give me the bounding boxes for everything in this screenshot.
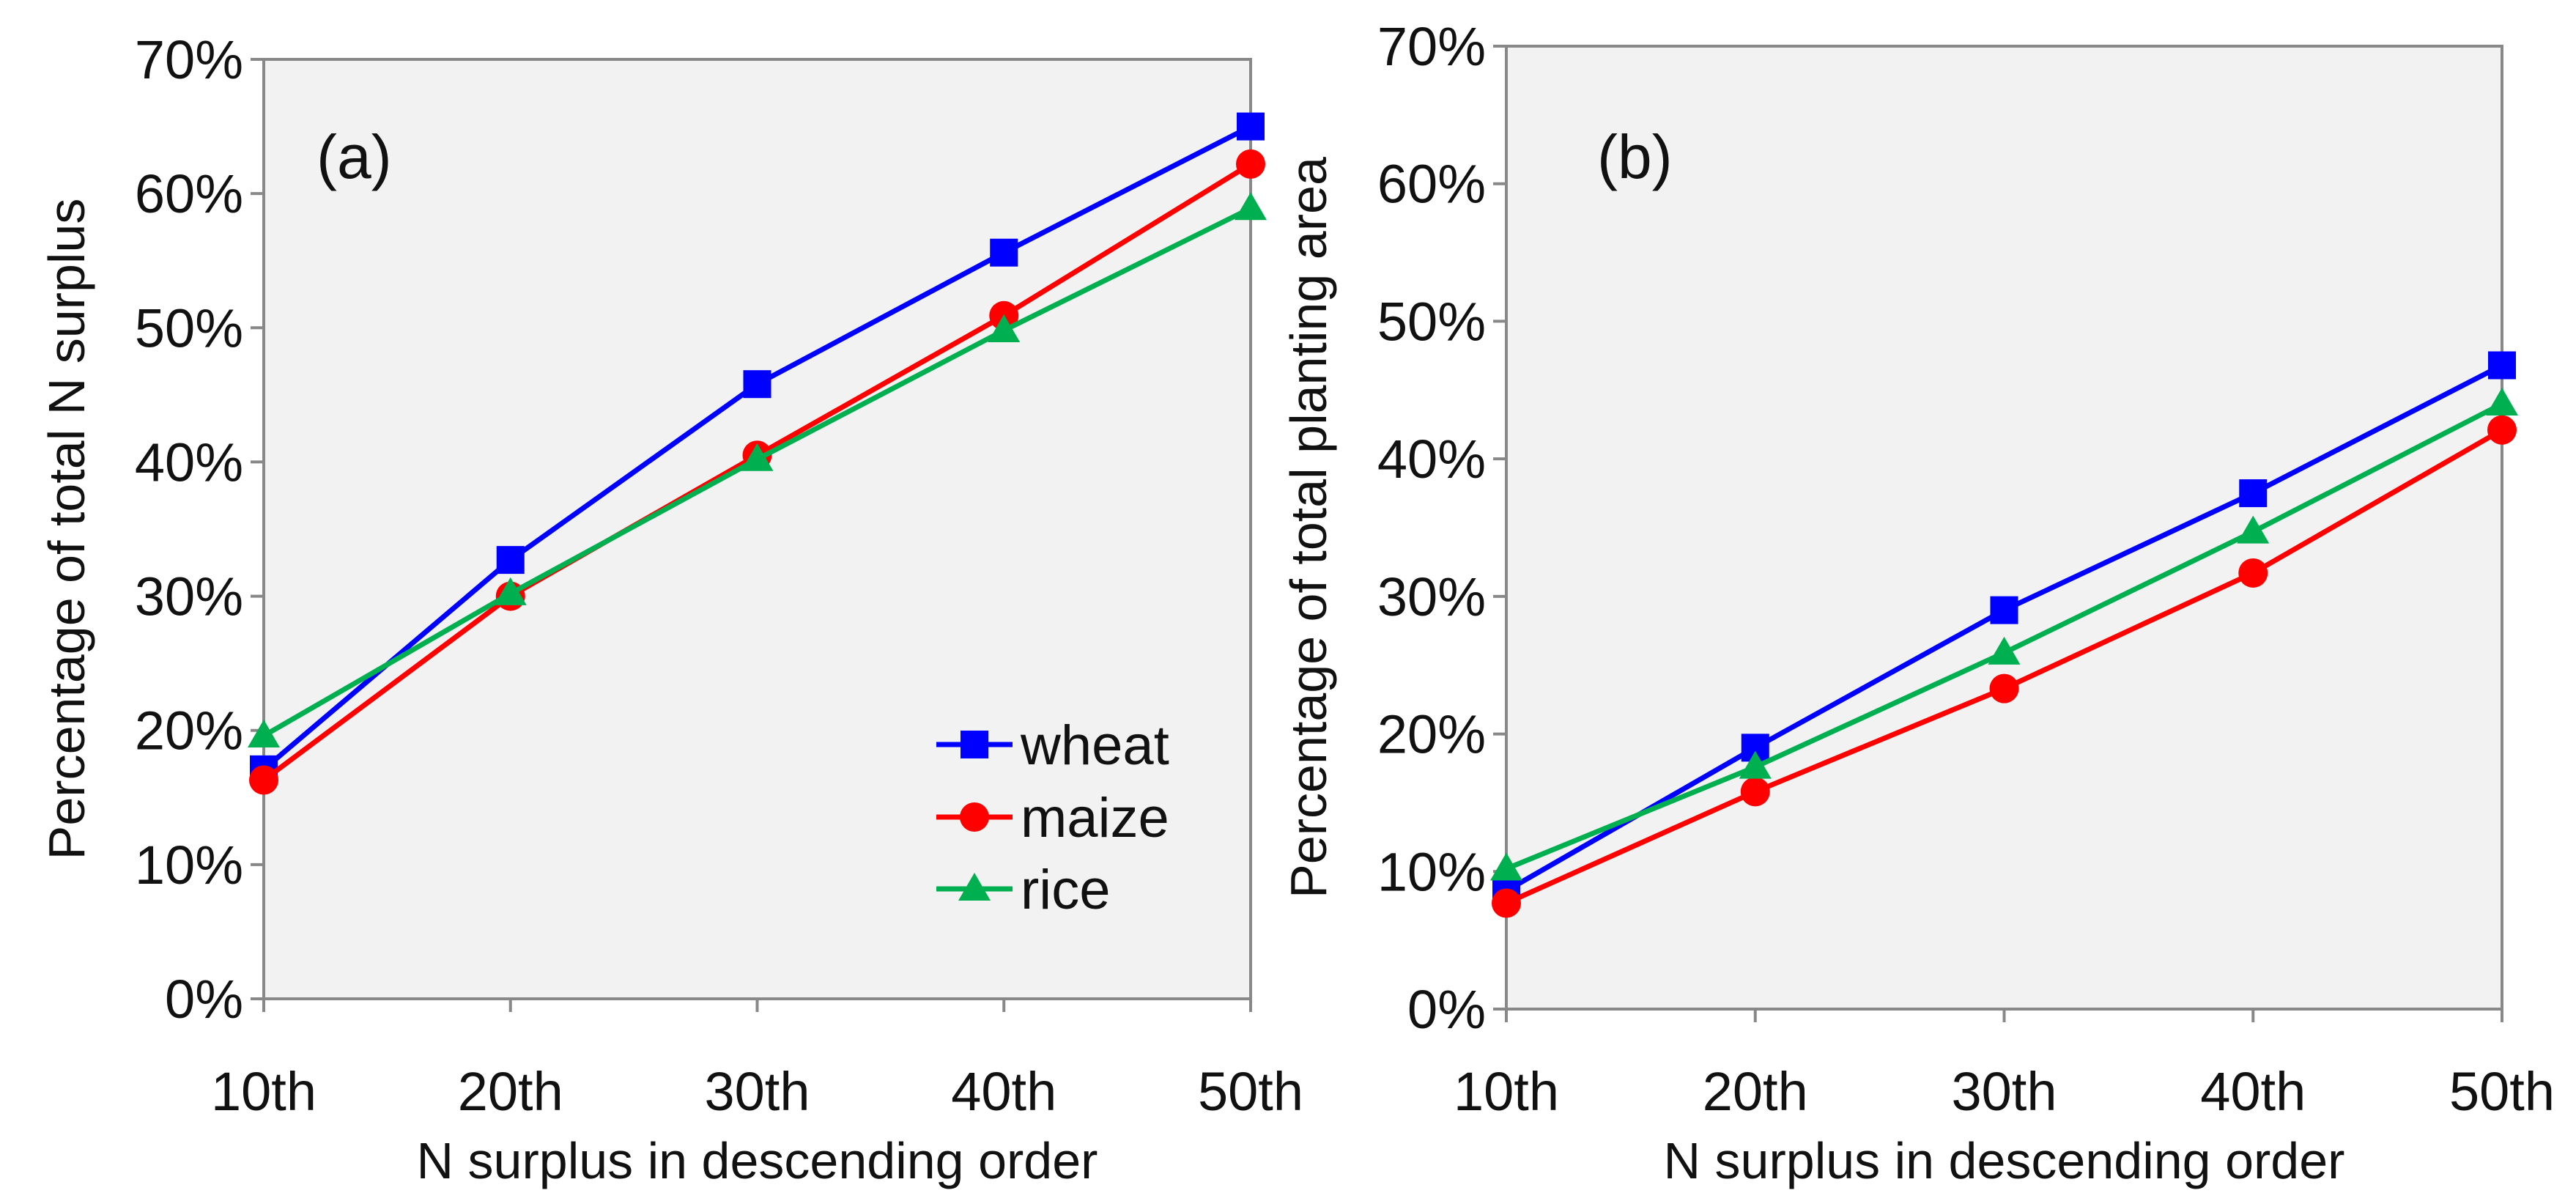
y-tick-label: 20%	[1377, 704, 1486, 765]
square-marker	[743, 370, 771, 399]
legend-item-rice: rice	[936, 859, 1110, 921]
series-wheat	[250, 112, 1265, 783]
x-tick-label: 50th	[2449, 1061, 2555, 1122]
triangle-marker	[988, 314, 1021, 342]
panel-label: (b)	[1597, 122, 1673, 191]
triangle-marker	[741, 443, 774, 471]
circle-marker	[2487, 415, 2517, 445]
legend-item-maize: maize	[936, 787, 1169, 849]
legend: wheat maize rice	[936, 714, 1169, 921]
x-tick-label: 20th	[1703, 1061, 1808, 1122]
x-tick-label: 10th	[1454, 1061, 1559, 1122]
circle-marker	[1740, 777, 1770, 807]
triangle-marker	[1739, 750, 1772, 779]
x-tick-label: 50th	[1198, 1061, 1303, 1122]
circle-marker	[1989, 673, 2019, 703]
y-axis-label: Percentage of total N surplus	[38, 199, 95, 860]
square-marker	[1237, 112, 1265, 141]
square-marker	[961, 731, 988, 758]
y-tick-label: 10%	[1377, 841, 1486, 902]
panel-label: (a)	[317, 122, 392, 191]
legend-label: rice	[1021, 859, 1110, 921]
x-tick-label: 30th	[1951, 1061, 2057, 1122]
square-marker	[2239, 479, 2268, 508]
triangle-marker	[494, 577, 527, 605]
y-tick-label: 10%	[135, 835, 243, 895]
y-tick-label: 40%	[135, 432, 243, 492]
y-tick-label: 50%	[1377, 291, 1486, 352]
y-tick-label: 70%	[1377, 16, 1486, 77]
x-tick-label: 20th	[458, 1061, 563, 1122]
triangle-marker	[1235, 192, 1267, 221]
square-marker	[1990, 596, 2018, 624]
y-tick-label: 30%	[135, 566, 243, 627]
triangle-marker	[2486, 388, 2518, 416]
plot-area	[262, 58, 1252, 1000]
series-maize	[1492, 415, 2517, 918]
circle-marker	[1492, 888, 1521, 918]
x-tick-label: 40th	[951, 1061, 1056, 1122]
triangle-marker	[1490, 852, 1522, 881]
square-marker	[496, 546, 525, 575]
y-tick-label: 60%	[1377, 154, 1486, 215]
y-tick-label: 70%	[135, 29, 243, 90]
circle-marker	[960, 802, 989, 832]
circle-marker	[249, 765, 278, 795]
y-tick-label: 0%	[1407, 979, 1486, 1040]
x-tick-label: 30th	[704, 1061, 810, 1122]
y-tick-label: 20%	[135, 701, 243, 761]
chart-panel-a: 0% 10% 20% 30% 40% 50% 60% 70% 10th 20th 30th 40th 5…	[38, 29, 1303, 1189]
circle-marker	[2238, 558, 2268, 588]
y-tick-label: 30%	[1377, 566, 1486, 627]
square-marker	[2488, 351, 2516, 380]
triangle-marker	[958, 873, 991, 901]
y-tick-label: 40%	[1377, 429, 1486, 490]
chart-panel-b: 0% 10% 20% 30% 40% 50% 60% 70% 10th 20th 30th 40th 5…	[1280, 16, 2555, 1189]
legend-item-wheat: wheat	[936, 714, 1169, 777]
triangle-marker	[2237, 515, 2270, 544]
legend-label: maize	[1021, 787, 1169, 849]
x-tick-label: 40th	[2200, 1061, 2306, 1122]
circle-marker	[1236, 149, 1265, 179]
series-rice	[1490, 388, 2518, 881]
legend-label: wheat	[1020, 714, 1169, 777]
triangle-marker	[248, 720, 280, 748]
y-tick-label: 0%	[165, 969, 243, 1030]
x-axis-label: N surplus in descending order	[1664, 1132, 2345, 1189]
series-rice	[248, 192, 1267, 748]
x-tick-label: 10th	[211, 1061, 317, 1122]
y-tick-label: 60%	[135, 163, 243, 224]
triangle-marker	[1988, 636, 2021, 665]
y-tick-label: 50%	[135, 298, 243, 358]
square-marker	[990, 238, 1018, 267]
x-axis-label: N surplus in descending order	[417, 1132, 1098, 1189]
y-axis-label: Percentage of total planting area	[1280, 157, 1337, 898]
